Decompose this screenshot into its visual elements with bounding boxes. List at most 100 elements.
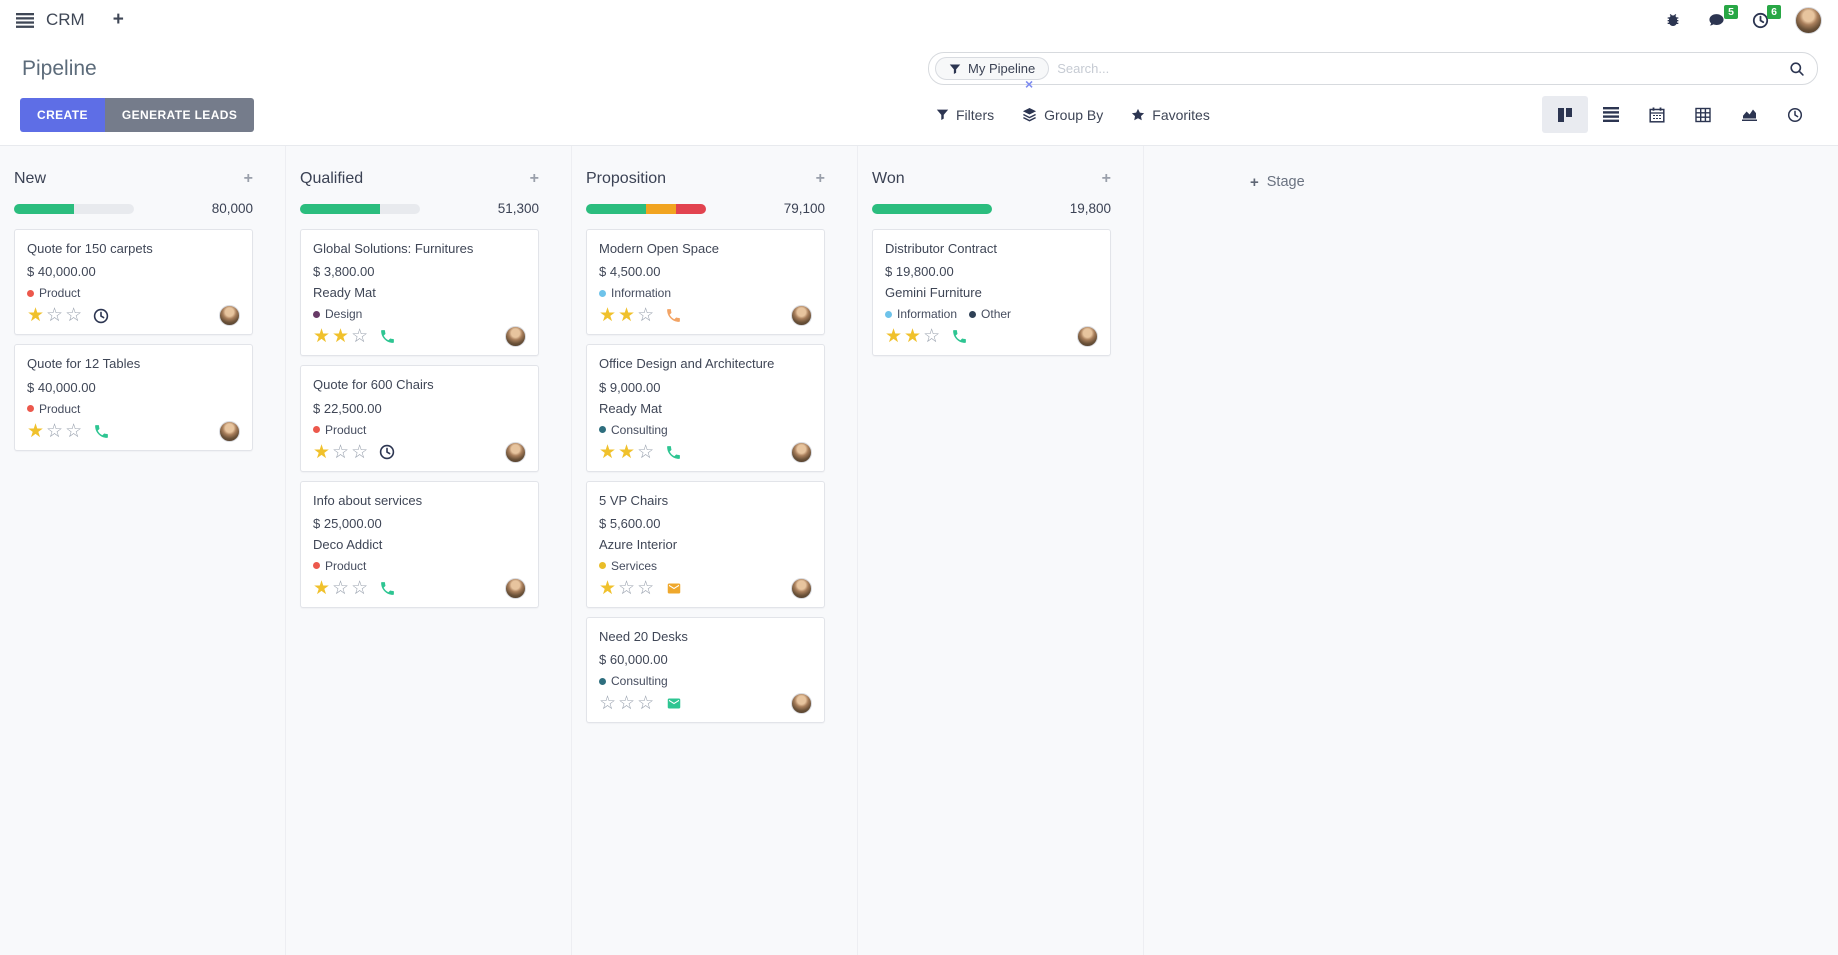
debug-bug-icon[interactable]: [1665, 12, 1681, 28]
card-activity-clock-icon[interactable]: [379, 444, 395, 460]
column-progressbar[interactable]: [14, 203, 134, 214]
search-box[interactable]: My Pipeline ×: [928, 52, 1818, 91]
column-title[interactable]: Qualified: [300, 170, 364, 187]
star-filled-icon[interactable]: ★: [618, 305, 638, 327]
star-empty-icon[interactable]: ☆: [637, 577, 657, 599]
card-priority-stars[interactable]: ★☆☆: [313, 443, 370, 462]
search-input[interactable]: [1057, 61, 1789, 76]
star-filled-icon[interactable]: ★: [332, 326, 352, 348]
star-empty-icon[interactable]: ☆: [46, 305, 66, 327]
card-priority-stars[interactable]: ★★☆: [313, 327, 370, 346]
card-activity-phone-icon[interactable]: [379, 328, 396, 345]
star-filled-icon[interactable]: ★: [599, 577, 619, 599]
progress-segment-danger[interactable]: [676, 203, 706, 214]
kanban-card[interactable]: Quote for 12 Tables $ 40,000.00 Product …: [14, 344, 253, 451]
view-list-button[interactable]: [1588, 96, 1634, 133]
card-avatar[interactable]: [505, 577, 526, 599]
star-empty-icon[interactable]: ☆: [618, 693, 638, 714]
card-activity-phone-icon[interactable]: [665, 444, 682, 461]
star-empty-icon[interactable]: ☆: [46, 420, 66, 442]
card-avatar[interactable]: [1077, 326, 1098, 348]
star-filled-icon[interactable]: ★: [904, 326, 924, 348]
create-button[interactable]: CREATE: [20, 97, 105, 132]
card-priority-stars[interactable]: ★☆☆: [27, 306, 84, 325]
card-avatar[interactable]: [505, 441, 526, 463]
card-priority-stars[interactable]: ★★☆: [599, 443, 656, 462]
star-filled-icon[interactable]: ★: [27, 305, 47, 327]
card-priority-stars[interactable]: ★☆☆: [313, 579, 370, 598]
card-activity-phone-icon[interactable]: [93, 423, 110, 440]
add-stage-button[interactable]: + Stage: [1250, 172, 1305, 192]
generate-leads-button[interactable]: GENERATE LEADS: [104, 97, 255, 132]
star-empty-icon[interactable]: ☆: [637, 305, 657, 327]
app-name[interactable]: CRM: [46, 10, 85, 29]
card-avatar[interactable]: [219, 420, 240, 442]
star-empty-icon[interactable]: ☆: [923, 326, 943, 348]
star-empty-icon[interactable]: ☆: [351, 577, 371, 599]
menu-icon[interactable]: [16, 12, 34, 28]
filters-button[interactable]: Filters: [936, 107, 994, 123]
card-avatar[interactable]: [791, 577, 812, 599]
card-priority-stars[interactable]: ★☆☆: [27, 422, 84, 441]
star-empty-icon[interactable]: ☆: [637, 693, 657, 714]
kanban-card[interactable]: Global Solutions: Furnitures $ 3,800.00 …: [300, 229, 539, 357]
star-filled-icon[interactable]: ★: [313, 326, 333, 348]
kanban-card[interactable]: 5 VP Chairs $ 5,600.00 Azure Interior Se…: [586, 480, 825, 608]
card-priority-stars[interactable]: ★☆☆: [599, 579, 656, 598]
star-empty-icon[interactable]: ☆: [332, 577, 352, 599]
star-filled-icon[interactable]: ★: [885, 326, 905, 348]
column-title[interactable]: New: [14, 170, 47, 187]
star-filled-icon[interactable]: ★: [599, 441, 619, 463]
star-filled-icon[interactable]: ★: [313, 577, 333, 599]
column-add-icon[interactable]: +: [1101, 170, 1111, 187]
column-add-icon[interactable]: +: [529, 170, 539, 187]
card-activity-phone-icon[interactable]: [951, 328, 968, 345]
star-empty-icon[interactable]: ☆: [351, 441, 371, 463]
kanban-card[interactable]: Quote for 150 carpets $ 40,000.00 Produc…: [14, 229, 253, 336]
messages-icon[interactable]: 5: [1707, 4, 1738, 29]
kanban-card[interactable]: Quote for 600 Chairs $ 22,500.00 Product…: [300, 365, 539, 472]
kanban-card[interactable]: Info about services $ 25,000.00 Deco Add…: [300, 480, 539, 608]
progress-segment-success[interactable]: [872, 203, 992, 214]
card-activity-envelope-icon[interactable]: [665, 696, 683, 711]
progress-segment-success[interactable]: [300, 203, 381, 214]
facet-remove-icon[interactable]: ×: [1025, 76, 1034, 92]
star-empty-icon[interactable]: ☆: [637, 441, 657, 463]
kanban-card[interactable]: Modern Open Space $ 4,500.00 Information…: [586, 229, 825, 336]
view-graph-button[interactable]: [1726, 96, 1772, 133]
star-empty-icon[interactable]: ☆: [618, 577, 638, 599]
activities-clock-icon[interactable]: 6: [1752, 4, 1781, 29]
card-priority-stars[interactable]: ☆☆☆: [599, 694, 656, 713]
user-avatar[interactable]: [1795, 6, 1822, 34]
star-filled-icon[interactable]: ★: [313, 441, 333, 463]
star-empty-icon[interactable]: ☆: [332, 441, 352, 463]
card-avatar[interactable]: [791, 693, 812, 714]
card-avatar[interactable]: [791, 441, 812, 463]
search-icon[interactable]: [1789, 61, 1805, 77]
star-filled-icon[interactable]: ★: [618, 441, 638, 463]
card-activity-clock-icon[interactable]: [93, 308, 109, 324]
star-filled-icon[interactable]: ★: [599, 305, 619, 327]
view-activity-button[interactable]: [1772, 96, 1818, 133]
star-empty-icon[interactable]: ☆: [65, 420, 85, 442]
search-facet-my-pipeline[interactable]: My Pipeline: [935, 57, 1050, 80]
star-empty-icon[interactable]: ☆: [65, 305, 85, 327]
card-activity-phone-icon[interactable]: [665, 307, 682, 324]
card-avatar[interactable]: [219, 305, 240, 327]
star-filled-icon[interactable]: ★: [27, 420, 47, 442]
group-by-button[interactable]: Group By: [1022, 107, 1103, 123]
add-menu-icon[interactable]: +: [112, 9, 124, 30]
progress-segment-success[interactable]: [586, 203, 646, 214]
card-avatar[interactable]: [791, 305, 812, 327]
card-avatar[interactable]: [505, 326, 526, 348]
card-activity-envelope-icon[interactable]: [665, 581, 683, 596]
column-title[interactable]: Won: [872, 170, 905, 187]
column-progressbar[interactable]: [586, 203, 706, 214]
card-activity-phone-icon[interactable]: [379, 580, 396, 597]
column-progressbar[interactable]: [300, 203, 420, 214]
kanban-card[interactable]: Office Design and Architecture $ 9,000.0…: [586, 344, 825, 472]
progress-segment-warning[interactable]: [646, 203, 676, 214]
star-empty-icon[interactable]: ☆: [599, 693, 619, 714]
progress-segment-success[interactable]: [14, 203, 74, 214]
column-title[interactable]: Proposition: [586, 170, 667, 187]
